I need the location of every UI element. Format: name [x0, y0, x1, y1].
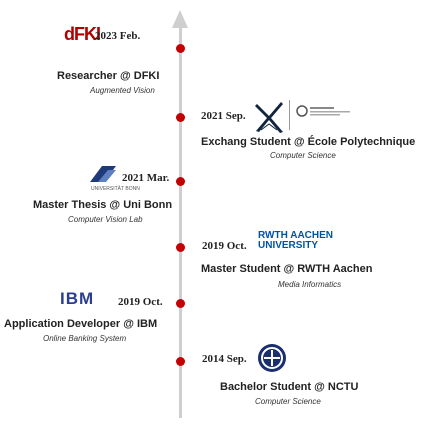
event-date-nctu: 2014 Sep.: [202, 353, 247, 365]
logo-divider: [289, 100, 290, 130]
event-title-rwth: Master Student @ RWTH Aachen: [201, 263, 373, 275]
timeline-dot-bonn: [175, 177, 185, 186]
ibm-logo: IBM: [60, 289, 95, 308]
event-subtitle-dfki: Augmented Vision: [90, 86, 155, 95]
event-date-polytechnique: 2021 Sep.: [201, 110, 246, 122]
bonn-logo-caption: UNIVERSITÄT BONN: [91, 186, 140, 192]
event-title-polytechnique: Exchang Student @ École Polytechnique: [201, 136, 416, 148]
ip-paris-logo: [295, 104, 357, 118]
event-subtitle-rwth: Media Informatics: [278, 280, 342, 289]
bonn-logo: [88, 164, 118, 184]
event-title-nctu: Bachelor Student @ NCTU: [220, 381, 359, 393]
event-subtitle-polytechnique: Computer Science: [270, 151, 336, 160]
event-date-ibm: 2019 Oct.: [118, 296, 163, 308]
event-title-dfki: Researcher @ DFKI: [57, 70, 160, 82]
event-subtitle-bonn: Computer Vision Lab: [68, 215, 143, 224]
bonn-emblem-icon: [90, 166, 116, 182]
timeline-dot-polytechnique: [175, 113, 185, 122]
timeline-axis: [179, 26, 182, 418]
event-date-bonn: 2021 Mar.: [122, 172, 170, 184]
timeline-dot-dfki: [175, 44, 185, 53]
timeline-dot-nctu: [175, 357, 185, 366]
event-title-ibm: Application Developer @ IBM: [4, 318, 158, 330]
polytechnique-logo: [253, 98, 285, 134]
event-subtitle-nctu: Computer Science: [255, 397, 321, 406]
rwth-logo: RWTH AACHEN UNIVERSITY: [258, 230, 333, 251]
ip-paris-icon: [296, 105, 350, 117]
timeline-arrow: [172, 10, 188, 28]
polytechnique-x-icon: [255, 102, 283, 133]
timeline-dot-rwth: [175, 243, 185, 252]
event-subtitle-ibm: Online Banking System: [43, 334, 127, 343]
timeline-dot-ibm: [175, 299, 185, 308]
dfki-logo: dFKI: [64, 24, 101, 44]
event-date-rwth: 2019 Oct.: [202, 240, 247, 252]
event-date-dfki: 2023 Feb.: [95, 30, 141, 42]
nctu-emblem-icon: [258, 344, 286, 372]
event-title-bonn: Master Thesis @ Uni Bonn: [33, 199, 173, 211]
nctu-logo: [256, 342, 288, 374]
